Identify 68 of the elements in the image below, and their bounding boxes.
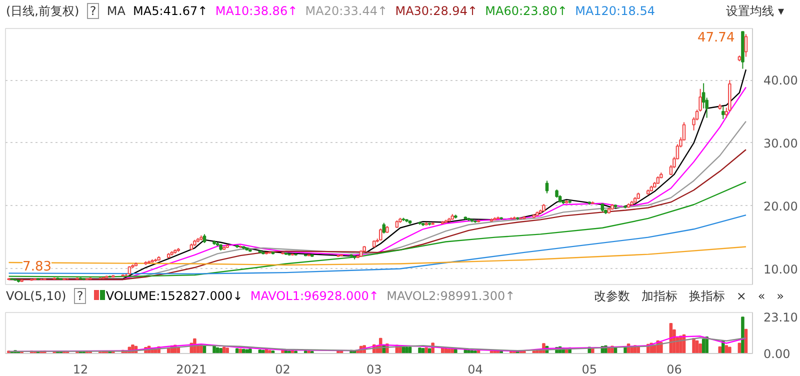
bar <box>692 338 696 354</box>
candlestick <box>722 106 725 120</box>
y-tick-label: 23.10 <box>764 310 798 325</box>
text: 改参数 <box>594 289 630 304</box>
x-tick-label: 03 <box>366 362 382 376</box>
bar <box>405 347 408 354</box>
bar <box>212 345 216 354</box>
bar <box>741 316 744 354</box>
x-tick-label: 06 <box>666 362 682 376</box>
y-tick-label: 20.00 <box>764 199 798 214</box>
bar <box>248 348 252 354</box>
candlestick <box>378 228 382 241</box>
text: MA20:33.44↑ <box>305 4 388 18</box>
annotation: 7.83 <box>22 259 52 274</box>
y-tick-label: 30.00 <box>764 136 798 150</box>
candlestick <box>545 180 549 194</box>
bar <box>424 347 428 354</box>
candlestick <box>744 34 748 58</box>
line-series <box>8 149 747 280</box>
bar <box>288 350 291 354</box>
text: MA60:23.80↑ <box>485 4 568 18</box>
bar <box>447 348 451 354</box>
text: 加指标 <box>641 289 678 304</box>
bar <box>444 348 448 354</box>
bar <box>245 349 249 354</box>
text: ? <box>74 288 86 304</box>
text: MA10:38.86↑ <box>215 4 298 18</box>
x-tick-label: 04 <box>468 362 483 376</box>
text: MAVOL2:98991.300↑ <box>386 289 516 304</box>
text: 设置均线 ▾ <box>726 4 784 18</box>
x-tick-label: 02 <box>275 362 290 376</box>
bar <box>238 348 242 354</box>
bar <box>418 347 422 354</box>
text: » <box>776 289 784 304</box>
text: MAVOL1:96928.000↑ <box>250 289 379 304</box>
line-series <box>8 181 747 278</box>
text: « <box>758 289 766 304</box>
text: MA30:28.94↑ <box>395 4 478 18</box>
y-tick-label: 40.00 <box>764 74 798 88</box>
text: 换指标 <box>688 289 725 304</box>
x-tick-label: 2021 <box>176 362 207 376</box>
bar <box>698 344 702 354</box>
text: ? <box>86 3 100 20</box>
bar <box>219 348 222 354</box>
bar <box>718 346 722 354</box>
x-tick-label: 12 <box>72 362 88 376</box>
bar <box>724 345 728 354</box>
y-tick-label: 10.00 <box>764 262 798 276</box>
text: × <box>736 289 746 304</box>
y-tick-label: 0.00 <box>764 347 790 361</box>
bar <box>467 350 470 354</box>
x-tick-label: 05 <box>582 362 598 376</box>
line-series <box>8 214 747 274</box>
bar <box>268 350 272 354</box>
legend-label: VOLUME:152827.000↓ <box>106 289 243 304</box>
annotation: 47.74 <box>698 30 735 46</box>
candlestick <box>382 222 386 234</box>
bar <box>262 350 265 354</box>
bar <box>226 348 229 354</box>
text: MA5:41.67↑ <box>133 4 208 18</box>
bar <box>728 346 732 354</box>
bar <box>310 350 314 354</box>
bar <box>474 350 477 354</box>
text: MA <box>106 4 126 18</box>
text: MA120:18.54 <box>575 4 655 18</box>
chart-title: (日线,前复权) <box>6 4 80 18</box>
bar <box>454 348 458 354</box>
chart-title: VOL(5,10) <box>6 289 66 304</box>
